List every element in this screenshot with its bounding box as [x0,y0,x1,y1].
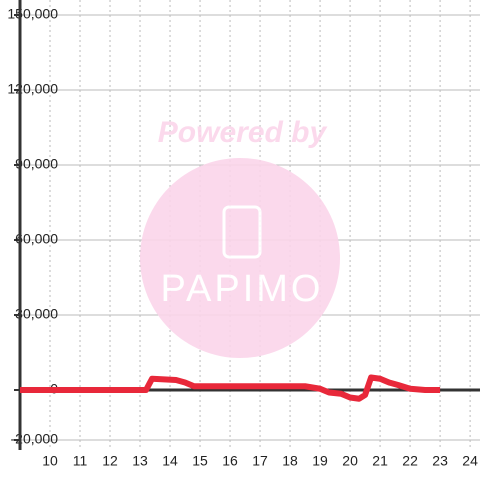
data-line [20,374,441,402]
x-tick-label: 12 [102,453,118,469]
y-tick-label: 30,000 [15,306,58,322]
x-tick-label: 18 [282,453,298,469]
x-tick-label: 19 [312,453,328,469]
x-tick-label: 22 [402,453,418,469]
x-tick-label: 13 [132,453,148,469]
watermark: Powered by PAPIMO [140,116,340,358]
x-tick-label: 17 [252,453,268,469]
y-tick-label: 60,000 [15,231,58,247]
x-tick-label: 24 [462,453,478,469]
y-tick-label: 120,000 [7,81,58,97]
watermark-text: Powered by [158,116,328,149]
y-tick-label: -20,000 [11,431,59,447]
y-tick-label: 150,000 [7,6,58,22]
watermark-icon [222,205,262,259]
x-tick-label: 15 [192,453,208,469]
x-tick-label: 14 [162,453,178,469]
x-tick-label: 16 [222,453,238,469]
x-tick-label: 10 [42,453,58,469]
x-tick-label: 20 [342,453,358,469]
x-tick-label: 23 [432,453,448,469]
watermark-text: PAPIMO [161,268,324,310]
y-tick-label: 90,000 [15,156,58,172]
x-tick-label: 21 [372,453,388,469]
x-tick-label: 11 [73,453,88,469]
